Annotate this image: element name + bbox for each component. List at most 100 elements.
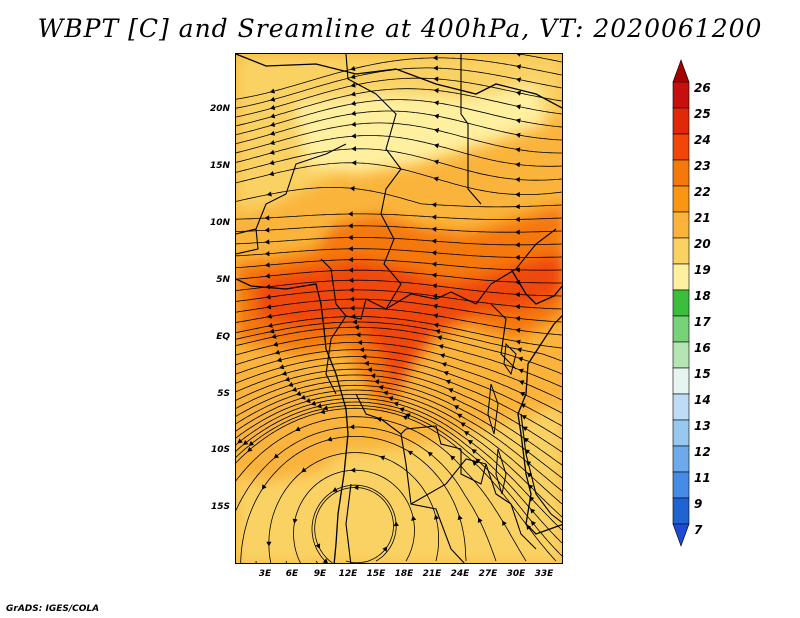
streamline-arrow: [350, 313, 356, 320]
streamline-arrow: [310, 400, 316, 406]
streamline: [236, 389, 562, 505]
streamline: [236, 384, 562, 492]
streamline-arrow: [376, 416, 382, 422]
streamline-arrow: [271, 333, 277, 339]
streamline-arrow: [295, 390, 302, 396]
streamline-arrow: [387, 396, 394, 402]
streamline-arrow: [269, 121, 276, 127]
streamline-arrow: [431, 226, 437, 232]
colorbar-swatch: [672, 185, 690, 213]
colorbar-label: 21: [694, 211, 711, 225]
streamline: [236, 404, 562, 557]
streamline-arrow: [273, 453, 280, 459]
streamline-arrow: [433, 113, 440, 119]
streamline-arrow: [315, 543, 321, 549]
streamline: [240, 436, 467, 563]
streamline: [236, 99, 562, 136]
streamline-arrow: [439, 353, 446, 359]
streamline: [236, 259, 562, 271]
streamline-arrow: [264, 262, 270, 268]
colorbar-swatch: [672, 341, 690, 369]
colorbar-label: 15: [694, 367, 711, 381]
streamline-arrow: [261, 484, 267, 490]
colorbar-swatch: [672, 315, 690, 343]
streamline: [236, 77, 562, 118]
streamline: [236, 269, 562, 284]
colorbar-label: 19: [694, 263, 711, 277]
streamline: [315, 560, 319, 563]
wbpt-shading: [236, 54, 562, 563]
lat-label: 10N: [209, 218, 230, 228]
streamline-arrow: [291, 386, 297, 392]
streamline-arrow: [431, 250, 437, 256]
streamline: [236, 316, 562, 349]
streamline-arrow: [332, 487, 338, 492]
country-boundaries: [236, 54, 562, 563]
streamline: [236, 237, 562, 246]
streamline-arrow: [350, 74, 356, 80]
streamline-arrow: [453, 405, 460, 410]
lon-label: 24E: [450, 569, 470, 579]
streamline-arrow: [519, 380, 525, 386]
streamline: [236, 110, 562, 145]
streamline: [236, 321, 562, 362]
streamline-arrow: [460, 422, 466, 428]
streamline-arrow: [515, 327, 521, 333]
streamline-arrow: [348, 277, 354, 283]
lon-label: 15E: [366, 569, 386, 579]
colorbar-label: 26: [694, 81, 711, 95]
colorbar-label: 9: [694, 497, 703, 511]
streamline-arrow: [515, 90, 522, 96]
streamline-arrow: [347, 223, 353, 229]
streamline: [236, 416, 527, 562]
streamline-arrow: [515, 315, 521, 322]
streamline-arrow: [351, 146, 357, 152]
colorbar-label: 12: [694, 445, 711, 459]
colorbar-swatch: [672, 263, 690, 291]
streamline-arrow: [393, 521, 399, 527]
streamline-arrow: [348, 246, 353, 252]
streamline-arrow: [529, 496, 535, 502]
streamline-arrow: [364, 360, 369, 367]
colorbar-max-triangle: [672, 59, 690, 83]
streamline-arrow: [431, 272, 437, 278]
streamline-arrow: [433, 322, 439, 328]
streamline-arrow: [276, 357, 282, 363]
streamline-arrow: [516, 347, 522, 353]
streamline-arrow: [515, 132, 521, 138]
streamline-arrow: [393, 401, 399, 407]
streamline-arrow: [264, 215, 270, 221]
streamline-arrow: [301, 467, 307, 473]
streamline-arrow: [450, 455, 456, 461]
streamline-arrow: [350, 91, 356, 97]
streamline-arrow: [402, 415, 408, 421]
streamline-arrow: [514, 291, 520, 298]
colorbar-swatch: [672, 211, 690, 239]
lat-label: 15S: [210, 502, 230, 512]
streamline-arrow: [351, 133, 357, 139]
streamline-arrow: [284, 376, 290, 382]
streamline-arrow: [514, 279, 520, 285]
streamline-arrow: [270, 113, 276, 119]
streamline-arrow: [526, 472, 533, 478]
streamline-arrow: [354, 324, 359, 330]
streamline-arrow: [456, 413, 463, 419]
streamline-arrow: [407, 450, 414, 456]
streamline: [236, 225, 562, 233]
colorbar-label: 18: [694, 289, 711, 303]
streamline-arrow: [367, 367, 372, 373]
streamline-arrow: [515, 118, 521, 124]
streamline-arrow: [431, 261, 437, 267]
streamline-arrow: [269, 171, 275, 177]
streamline: [236, 401, 562, 544]
streamline: [236, 398, 562, 531]
streamline-arrow: [522, 426, 528, 432]
streamline-arrow: [399, 407, 405, 413]
streamline-arrow: [269, 96, 276, 102]
streamline-arrow: [300, 394, 306, 400]
streamline-arrow: [267, 322, 273, 328]
streamline-arrow: [463, 431, 470, 436]
streamline-arrow: [457, 514, 463, 521]
streamline-arrow: [524, 449, 531, 455]
streamline-arrow: [433, 176, 439, 182]
